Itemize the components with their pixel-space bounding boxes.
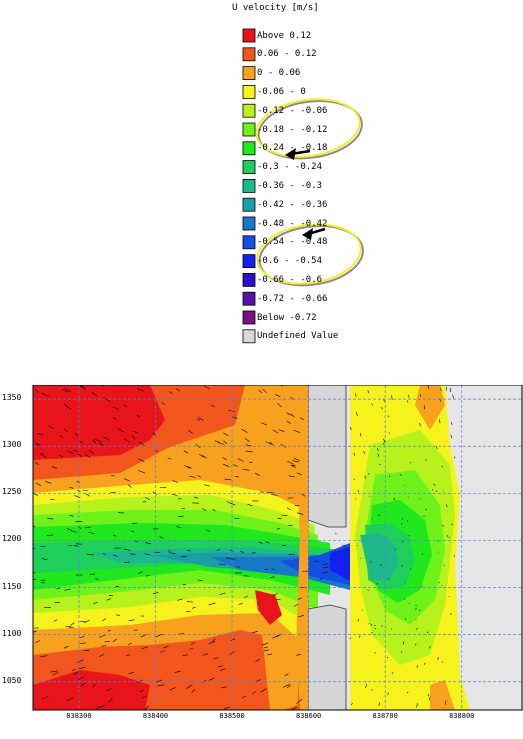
legend-label-14: -0.72 - -0.66 [257,293,327,305]
legend-label-9: -0.42 - -0.36 [257,199,327,211]
y-tick-label: 1150 [2,582,30,591]
legend-label-10: -0.48 - -0.42 [257,218,327,230]
structure-north [308,385,346,527]
y-tick-label: 1350 [2,393,30,402]
legend-label-7: -0.3 - -0.24 [257,161,322,173]
contour-plot: 1350 1300 1250 1200 1150 1100 1050 838300 838400… [0,385,523,735]
legend-swatch-14 [243,292,255,305]
legend-label-3: -0.06 - 0 [257,86,306,98]
legend-swatch-1 [243,48,255,61]
legend-swatch-6 [243,142,255,155]
legend-swatch-4 [243,104,255,117]
legend-swatch-8 [243,179,255,192]
legend-swatch-11 [243,236,255,249]
legend-label-12: -0.6 - -0.54 [257,255,322,267]
legend-swatch-5 [243,123,255,136]
x-tick-label: 838300 [59,712,99,720]
y-tick-label: 1200 [2,534,30,543]
legend-swatch-0 [243,29,255,42]
legend-swatch-13 [243,273,255,286]
legend-label-6: -0.24 - -0.18 [257,142,327,154]
legend-swatch-10 [243,217,255,230]
x-tick-label: 838600 [289,712,329,720]
legend-swatch-3 [243,85,255,98]
x-tick-label: 838500 [212,712,252,720]
legend-label-8: -0.36 - -0.3 [257,180,322,192]
legend-label-15: Below -0.72 [257,312,317,324]
legend-swatch-16 [243,330,255,343]
legend-label-11: -0.54 - -0.48 [257,236,327,248]
legend-label-4: -0.12 - -0.06 [257,105,327,117]
velocity-contour-map [0,385,523,735]
y-tick-label: 1050 [2,676,30,685]
y-tick-label: 1250 [2,487,30,496]
legend-swatch-2 [243,67,255,80]
legend-label-0: Above 0.12 [257,30,311,42]
legend-label-1: 0.06 - 0.12 [257,48,317,60]
x-tick-label: 838800 [442,712,482,720]
legend-swatch-7 [243,161,255,174]
legend-label-2: 0 - 0.06 [257,67,300,79]
legend-swatch-12 [243,255,255,268]
legend-label-16: Undefined Value [257,330,338,342]
structure-south [308,605,346,710]
y-tick-label: 1100 [2,629,30,638]
y-tick-label: 1300 [2,440,30,449]
legend-swatch-9 [243,198,255,211]
x-tick-label: 838400 [136,712,176,720]
x-tick-label: 838700 [365,712,405,720]
legend-swatch-15 [243,311,255,324]
contour-layer [27,385,523,711]
legend-label-13: -0.66 - -0.6 [257,274,322,286]
legend-label-5: -0.18 - -0.12 [257,124,327,136]
